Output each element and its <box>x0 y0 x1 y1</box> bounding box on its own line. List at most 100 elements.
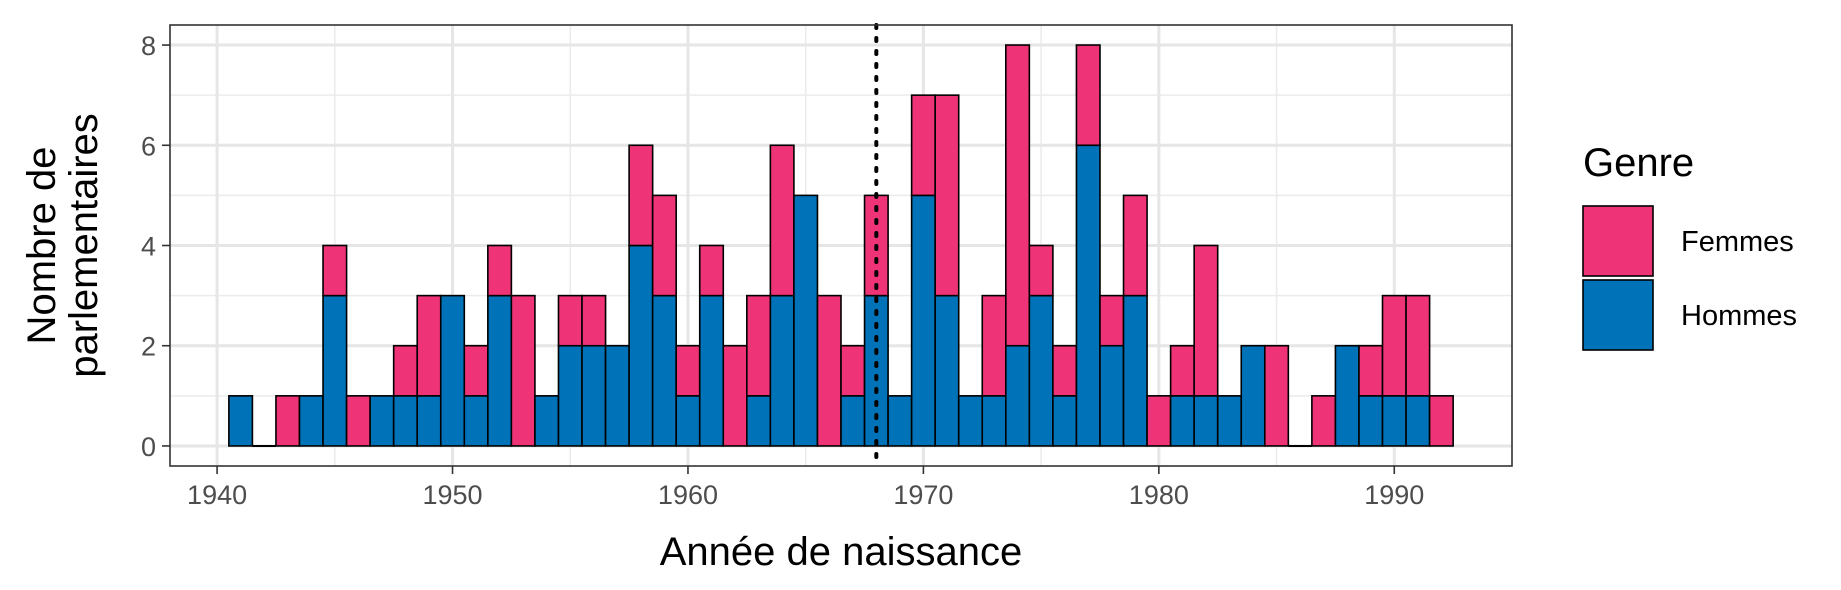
y-axis: 0 2 4 6 8 <box>141 31 170 462</box>
y-tick-label: 4 <box>141 232 156 262</box>
bar-femmes-1990 <box>1381 294 1407 397</box>
bar-femmes-1961 <box>698 244 725 297</box>
bar-hommes-1973 <box>981 395 1007 447</box>
bar-femmes-1974 <box>1005 44 1031 347</box>
bar-hommes-1955 <box>557 344 583 447</box>
bar-hommes-1975 <box>1028 294 1054 447</box>
y-axis-title-line-1: Nombre de <box>20 147 64 345</box>
x-tick-label: 1970 <box>893 480 953 510</box>
bar-hommes-1968 <box>863 294 889 447</box>
bar-femmes-1964 <box>769 144 795 297</box>
bar-femmes-1977 <box>1075 44 1101 147</box>
bar-hommes-1991 <box>1405 395 1431 447</box>
bar-hommes-1972 <box>957 395 984 447</box>
bar-hommes-1952 <box>487 294 513 447</box>
bar-hommes-1954 <box>534 395 560 447</box>
bar-femmes-1962 <box>722 344 748 447</box>
bar-femmes-1943 <box>275 395 301 447</box>
legend-title: Genre <box>1583 141 1694 185</box>
legend-key-hommes <box>1582 279 1654 351</box>
bar-hommes-1971 <box>934 294 960 447</box>
x-axis-title: Année de naissance <box>660 530 1023 574</box>
y-tick-label: 6 <box>141 131 156 161</box>
bar-hommes-1979 <box>1122 294 1148 447</box>
bar-hommes-1949 <box>416 395 442 447</box>
legend: Genre Femmes Hommes <box>1582 141 1797 351</box>
bar-femmes-1946 <box>345 395 371 447</box>
bar-femmes-1992 <box>1428 395 1454 447</box>
bar-hommes-1969 <box>887 395 913 447</box>
bar-hommes-1982 <box>1193 395 1219 447</box>
bar-femmes-1967 <box>840 344 866 397</box>
bar-hommes-1989 <box>1358 395 1384 447</box>
bar-femmes-1952 <box>487 244 513 297</box>
x-tick-label: 1960 <box>658 480 718 510</box>
bar-femmes-1979 <box>1122 194 1148 297</box>
bar-hommes-1961 <box>698 294 725 447</box>
bar-femmes-1963 <box>746 294 772 397</box>
legend-label-femmes: Femmes <box>1681 226 1794 258</box>
bar-hommes-1957 <box>604 344 630 447</box>
x-tick-label: 1940 <box>187 480 247 510</box>
bar-hommes-1956 <box>581 344 607 447</box>
bar-hommes-1948 <box>392 395 419 447</box>
bar-hommes-1977 <box>1075 144 1101 447</box>
bar-femmes-1976 <box>1052 344 1078 397</box>
legend-label-hommes: Hommes <box>1681 300 1797 332</box>
bar-hommes-1960 <box>675 395 701 447</box>
bar-hommes-1945 <box>322 294 348 447</box>
bar-femmes-1949 <box>416 294 442 397</box>
bar-femmes-1948 <box>392 344 419 397</box>
bar-hommes-1959 <box>651 294 677 447</box>
bar-femmes-1987 <box>1311 395 1337 447</box>
bar-hommes-1981 <box>1169 395 1195 447</box>
plot-panel <box>169 23 1513 468</box>
bar-femmes-1966 <box>816 294 842 447</box>
bar-hommes-1958 <box>628 244 654 447</box>
bar-femmes-1978 <box>1099 294 1125 347</box>
bars <box>228 44 1454 447</box>
bar-femmes-1955 <box>557 294 583 347</box>
bar-hommes-1965 <box>793 194 819 447</box>
bar-femmes-1973 <box>981 294 1007 397</box>
bar-hommes-1951 <box>463 395 489 447</box>
bar-femmes-1975 <box>1028 244 1054 297</box>
bar-femmes-1985 <box>1263 344 1290 447</box>
y-tick-label: 0 <box>141 432 156 462</box>
bar-femmes-1980 <box>1146 395 1172 447</box>
bar-hommes-1983 <box>1216 395 1243 447</box>
bar-femmes-1960 <box>675 344 701 397</box>
legend-items: Femmes Hommes <box>1582 205 1797 351</box>
x-tick-label: 1950 <box>422 480 482 510</box>
bar-hommes-1970 <box>910 194 936 447</box>
y-axis-title-line-2: parlementaires <box>62 113 106 378</box>
bar-femmes-1982 <box>1193 244 1219 397</box>
bar-femmes-1989 <box>1358 344 1384 397</box>
x-tick-label: 1990 <box>1364 480 1424 510</box>
bar-femmes-1945 <box>322 244 348 297</box>
bar-hommes-1963 <box>746 395 772 447</box>
grid-lines <box>170 25 1513 466</box>
bar-hommes-1950 <box>439 294 466 447</box>
bar-hommes-1947 <box>369 395 395 447</box>
bar-femmes-1958 <box>628 144 654 247</box>
bar-hommes-1964 <box>769 294 795 447</box>
legend-key-femmes <box>1582 205 1654 277</box>
bar-hommes-1941 <box>228 395 254 447</box>
bar-hommes-1988 <box>1334 344 1360 447</box>
x-tick-label: 1980 <box>1129 480 1189 510</box>
bar-femmes-1951 <box>463 344 489 397</box>
x-axis: 1940 1950 1960 1970 1980 1990 <box>187 466 1424 510</box>
bar-hommes-1967 <box>840 395 866 447</box>
bar-femmes-1953 <box>510 294 536 447</box>
bar-hommes-1984 <box>1240 344 1266 447</box>
y-tick-label: 2 <box>141 332 156 362</box>
bar-hommes-1944 <box>298 395 324 447</box>
bar-hommes-1990 <box>1381 395 1407 447</box>
bar-hommes-1978 <box>1099 344 1125 447</box>
y-tick-label: 8 <box>141 31 156 61</box>
bar-femmes-1971 <box>934 94 960 297</box>
bar-femmes-1981 <box>1169 344 1195 397</box>
bar-hommes-1976 <box>1052 395 1078 447</box>
